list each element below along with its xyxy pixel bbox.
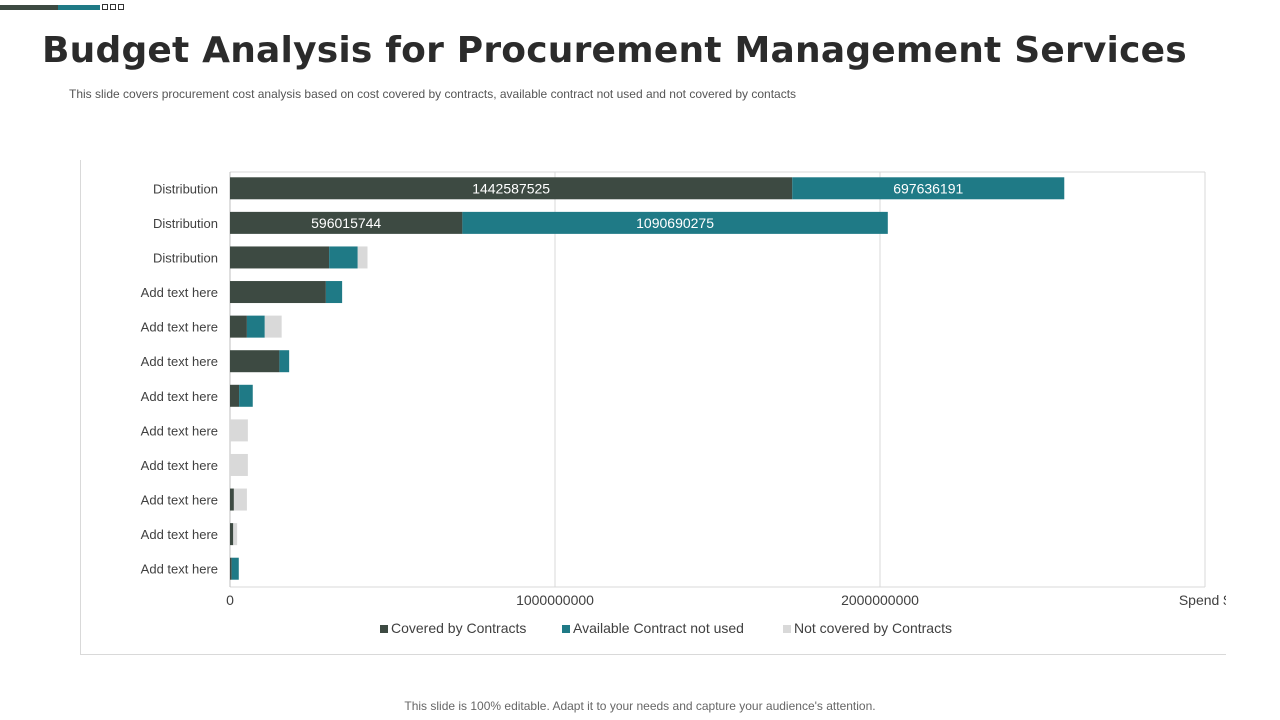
bar-segment — [230, 211, 463, 234]
category-label: Distribution — [153, 216, 218, 231]
slide-marker-icons — [102, 4, 124, 10]
legend-swatch — [562, 625, 570, 633]
data-label: 596015744 — [311, 215, 381, 231]
frame-bottom-border — [80, 654, 1226, 655]
bar-segment — [239, 384, 253, 407]
x-tick-label: 1000000000 — [516, 592, 594, 608]
bar-segment — [233, 523, 238, 546]
chart-frame: 0 1000000000 2000000000 Spend $ Distribution… — [80, 160, 1226, 655]
bar-segment — [230, 384, 240, 407]
bar-segment — [279, 350, 290, 373]
category-label: Add text here — [141, 493, 218, 508]
bar-segment — [230, 281, 326, 304]
bar-segment — [230, 246, 330, 269]
square-icon — [102, 4, 108, 10]
category-label: Add text here — [141, 285, 218, 300]
x-tick-label: 2000000000 — [841, 592, 919, 608]
bar-segment — [246, 315, 265, 338]
bar-segment — [329, 246, 358, 269]
category-label: Add text here — [141, 562, 218, 577]
bar-segment — [325, 281, 343, 304]
page-title: Budget Analysis for Procurement Manageme… — [42, 30, 1187, 71]
bar-segment — [264, 315, 282, 338]
accent-bar-teal — [58, 5, 100, 10]
x-tick-label: 0 — [226, 592, 234, 608]
category-label: Add text here — [141, 389, 218, 404]
bar-segment — [357, 246, 368, 269]
top-accent-bar — [0, 5, 100, 10]
x-axis-title: Spend $ — [1179, 592, 1226, 608]
category-label: Add text here — [141, 527, 218, 542]
data-label: 697636191 — [893, 180, 963, 196]
category-label: Add text here — [141, 458, 218, 473]
bar-segment — [233, 488, 247, 511]
legend-label: Covered by Contracts — [391, 620, 526, 636]
category-label: Distribution — [153, 250, 218, 265]
category-label: Add text here — [141, 320, 218, 335]
legend-swatch — [783, 625, 791, 633]
bar-segment — [230, 419, 248, 442]
category-label: Add text here — [141, 354, 218, 369]
bar-segment — [230, 177, 793, 200]
data-label: 1090690275 — [636, 215, 714, 231]
accent-bar-dark — [0, 5, 58, 10]
square-icon — [110, 4, 116, 10]
stacked-bar-chart: 0 1000000000 2000000000 Spend $ Distribution… — [141, 171, 1226, 636]
bar-segment — [230, 557, 232, 580]
footer-note: This slide is 100% editable. Adapt it to… — [404, 699, 876, 713]
page-subtitle: This slide covers procurement cost analy… — [69, 87, 797, 101]
bar-segment — [230, 315, 247, 338]
legend-label: Not covered by Contracts — [794, 620, 952, 636]
bar-segment — [462, 211, 888, 234]
square-icon — [118, 4, 124, 10]
legend-label: Available Contract not used — [573, 620, 744, 636]
bar-segment — [792, 177, 1065, 200]
bar-segment — [230, 488, 234, 511]
legend-swatch — [380, 625, 388, 633]
bar-segment — [231, 557, 239, 580]
data-label: 1442587525 — [472, 180, 550, 196]
frame-left-border — [80, 160, 81, 655]
bar-segment — [230, 523, 234, 546]
bar-segment — [230, 453, 248, 476]
category-label: Add text here — [141, 423, 218, 438]
bar-segment — [230, 350, 280, 373]
category-label: Distribution — [153, 181, 218, 196]
